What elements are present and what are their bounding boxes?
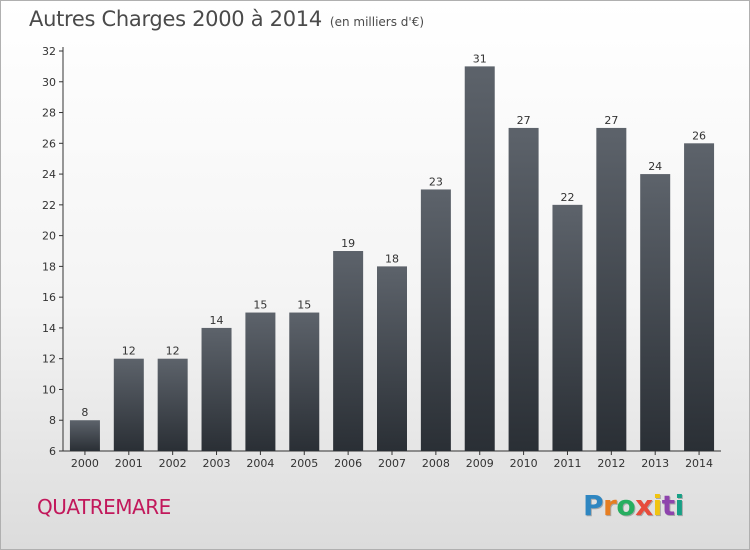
y-tick-label: 10 bbox=[42, 383, 56, 396]
logo-letter: i bbox=[652, 489, 663, 522]
data-label-2010: 27 bbox=[517, 114, 531, 127]
x-tick-label-2004: 2004 bbox=[246, 457, 274, 470]
logo-letter: t bbox=[661, 489, 675, 522]
x-tick-label-2013: 2013 bbox=[641, 457, 669, 470]
x-tick-label-2009: 2009 bbox=[466, 457, 494, 470]
y-tick-label: 14 bbox=[42, 322, 56, 335]
data-label-2014: 26 bbox=[692, 129, 706, 142]
proxiti-logo: Proxiti bbox=[583, 489, 684, 522]
bar-2010 bbox=[508, 127, 539, 451]
bar-2009 bbox=[464, 66, 495, 451]
y-tick-label: 8 bbox=[49, 414, 56, 427]
x-tick-label-2014: 2014 bbox=[685, 457, 713, 470]
y-tick-label: 6 bbox=[49, 445, 56, 458]
bar-2005 bbox=[289, 312, 320, 451]
y-tick-label: 26 bbox=[42, 137, 56, 150]
commune-name: QUATREMARE bbox=[37, 495, 171, 519]
x-tick-label-2006: 2006 bbox=[334, 457, 362, 470]
data-label-2002: 12 bbox=[166, 345, 180, 358]
y-tick-label: 32 bbox=[42, 45, 56, 58]
y-tick-label: 18 bbox=[42, 260, 56, 273]
bar-2014 bbox=[684, 143, 715, 452]
data-label-2011: 22 bbox=[560, 191, 574, 204]
y-tick-label: 22 bbox=[42, 199, 56, 212]
bar-2007 bbox=[377, 266, 407, 451]
data-label-2007: 18 bbox=[385, 252, 399, 265]
bar-2004 bbox=[245, 312, 276, 451]
bar-2003 bbox=[201, 327, 232, 451]
bar-2008 bbox=[420, 189, 451, 451]
y-tick-label: 20 bbox=[42, 230, 56, 243]
logo-letter: o bbox=[616, 489, 636, 522]
data-label-2013: 24 bbox=[648, 160, 662, 173]
x-tick-label-2003: 2003 bbox=[203, 457, 231, 470]
data-label-2000: 8 bbox=[81, 406, 88, 419]
chart-subtitle: (en milliers d'€) bbox=[329, 15, 425, 29]
title-row: Autres Charges 2000 à 2014 (en milliers d… bbox=[29, 7, 424, 31]
x-tick-label-2010: 2010 bbox=[510, 457, 538, 470]
data-label-2008: 23 bbox=[429, 175, 443, 188]
logo-letter: P bbox=[583, 489, 604, 522]
data-label-2003: 14 bbox=[210, 314, 224, 327]
bar-2012 bbox=[596, 127, 627, 451]
bar-2000 bbox=[69, 420, 100, 451]
y-tick-label: 30 bbox=[42, 76, 56, 89]
bar-2002 bbox=[157, 358, 188, 451]
data-label-2012: 27 bbox=[604, 114, 618, 127]
y-tick-label: 28 bbox=[42, 107, 56, 120]
logo-letter: r bbox=[603, 489, 617, 522]
x-tick-label-2008: 2008 bbox=[422, 457, 450, 470]
chart-title: Autres Charges 2000 à 2014 bbox=[29, 7, 322, 31]
bar-2013 bbox=[640, 174, 671, 452]
logo-letter: i bbox=[674, 489, 685, 522]
data-label-2004: 15 bbox=[253, 299, 267, 312]
data-label-2009: 31 bbox=[473, 52, 487, 65]
x-tick-label-2001: 2001 bbox=[115, 457, 143, 470]
y-tick-label: 24 bbox=[42, 168, 56, 181]
data-label-2001: 12 bbox=[122, 345, 136, 358]
y-tick-label: 16 bbox=[42, 291, 56, 304]
data-label-2006: 19 bbox=[341, 237, 355, 250]
x-tick-label-2005: 2005 bbox=[290, 457, 318, 470]
x-tick-label-2011: 2011 bbox=[553, 457, 581, 470]
x-tick-label-2000: 2000 bbox=[71, 457, 99, 470]
x-tick-label-2002: 2002 bbox=[159, 457, 187, 470]
y-tick-label: 12 bbox=[42, 353, 56, 366]
data-label-2005: 15 bbox=[297, 299, 311, 312]
logo-letter: x bbox=[635, 489, 653, 522]
bar-2001 bbox=[113, 358, 144, 451]
bar-2011 bbox=[552, 204, 583, 451]
x-tick-label-2007: 2007 bbox=[378, 457, 406, 470]
bar-2006 bbox=[333, 251, 364, 451]
x-tick-label-2012: 2012 bbox=[597, 457, 625, 470]
